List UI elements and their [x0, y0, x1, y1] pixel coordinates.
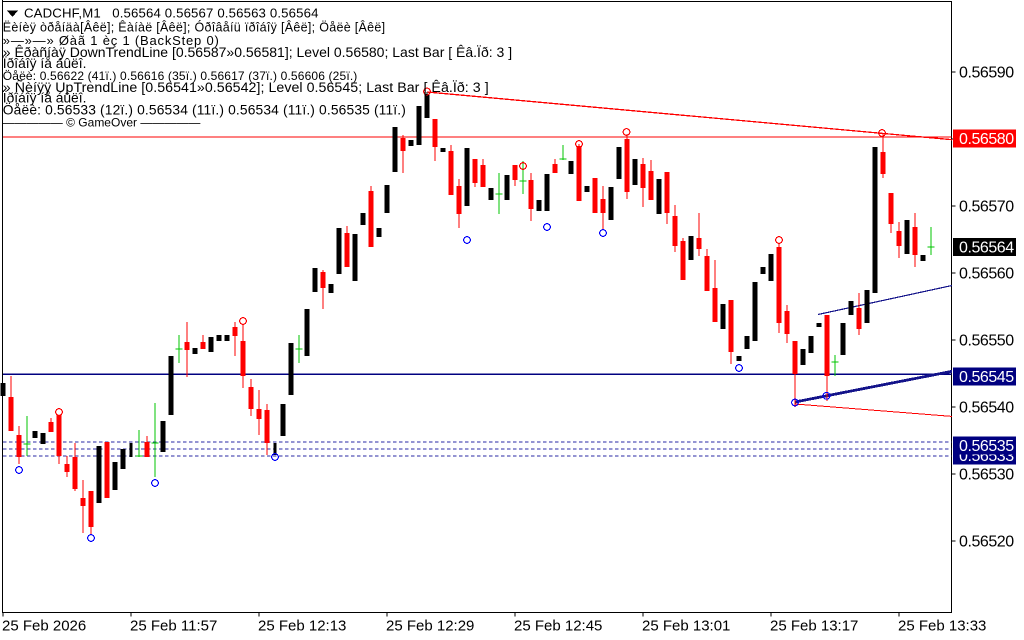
svg-text:25 Feb 11:57: 25 Feb 11:57	[130, 618, 217, 635]
svg-text:0.56564: 0.56564	[959, 240, 1014, 257]
svg-text:25 Feb 12:13: 25 Feb 12:13	[258, 618, 346, 635]
svg-text:25 Feb 12:45: 25 Feb 12:45	[514, 618, 602, 635]
svg-text:» Êðàñíàÿ DownTrendLine [0.565: » Êðàñíàÿ DownTrendLine [0.56587»0.56581…	[3, 44, 512, 60]
svg-text:Ëèíèÿ òðåíäà[Âêë]; Êàíàë [Âêë]: Ëèíèÿ òðåíäà[Âêë]; Êàíàë [Âêë]; Óðîâåíü …	[3, 20, 386, 35]
svg-text:0.56580: 0.56580	[959, 131, 1014, 148]
svg-text:»—»—» Øàã 1 èç 1 (BackStep 0): »—»—» Øàã 1 èç 1 (BackStep 0)	[3, 33, 220, 48]
svg-text:————— © GameOver —————: ————— © GameOver —————	[3, 116, 201, 130]
svg-text:0.56590: 0.56590	[959, 65, 1014, 82]
svg-text:» Ñèíÿÿ UpTrendLine [0.56541»0: » Ñèíÿÿ UpTrendLine [0.56541»0.56542]; L…	[3, 79, 489, 96]
svg-text:25 Feb 13:33: 25 Feb 13:33	[898, 618, 986, 635]
svg-text:0.56550: 0.56550	[959, 333, 1014, 350]
svg-text:0.56540: 0.56540	[959, 400, 1014, 417]
svg-text:0.56530: 0.56530	[959, 467, 1014, 484]
svg-text:Ïðîáîÿ íå áûëî.: Ïðîáîÿ íå áûëî.	[3, 89, 87, 105]
svg-text:25 Feb 2026: 25 Feb 2026	[2, 618, 86, 635]
svg-text:25 Feb 13:01: 25 Feb 13:01	[642, 618, 730, 635]
svg-text:0.56535: 0.56535	[959, 438, 1014, 455]
svg-text:Öåëè: 0.56622 (41ï.) 0.56616 (: Öåëè: 0.56622 (41ï.) 0.56616 (35ï.) 0.56…	[3, 69, 358, 83]
svg-text:CADCHF,M1 0.56564 0.56567 0.: CADCHF,M1 0.56564 0.56567 0.56563 0.5656…	[24, 6, 319, 21]
svg-text:0.56570: 0.56570	[959, 199, 1014, 216]
svg-text:25 Feb 13:17: 25 Feb 13:17	[770, 618, 858, 635]
svg-text:0.56545: 0.56545	[959, 369, 1014, 386]
svg-text:0.56560: 0.56560	[959, 266, 1014, 283]
svg-text:0.56520: 0.56520	[959, 534, 1014, 551]
svg-text:Öåëè: 0.56533 (12ï.) 0.56534 (: Öåëè: 0.56533 (12ï.) 0.56534 (11ï.) 0.56…	[3, 100, 406, 117]
svg-text:25 Feb 12:29: 25 Feb 12:29	[386, 618, 474, 635]
svg-text:Ïðîáîÿ íå áûëî.: Ïðîáîÿ íå áûëî.	[3, 55, 87, 71]
